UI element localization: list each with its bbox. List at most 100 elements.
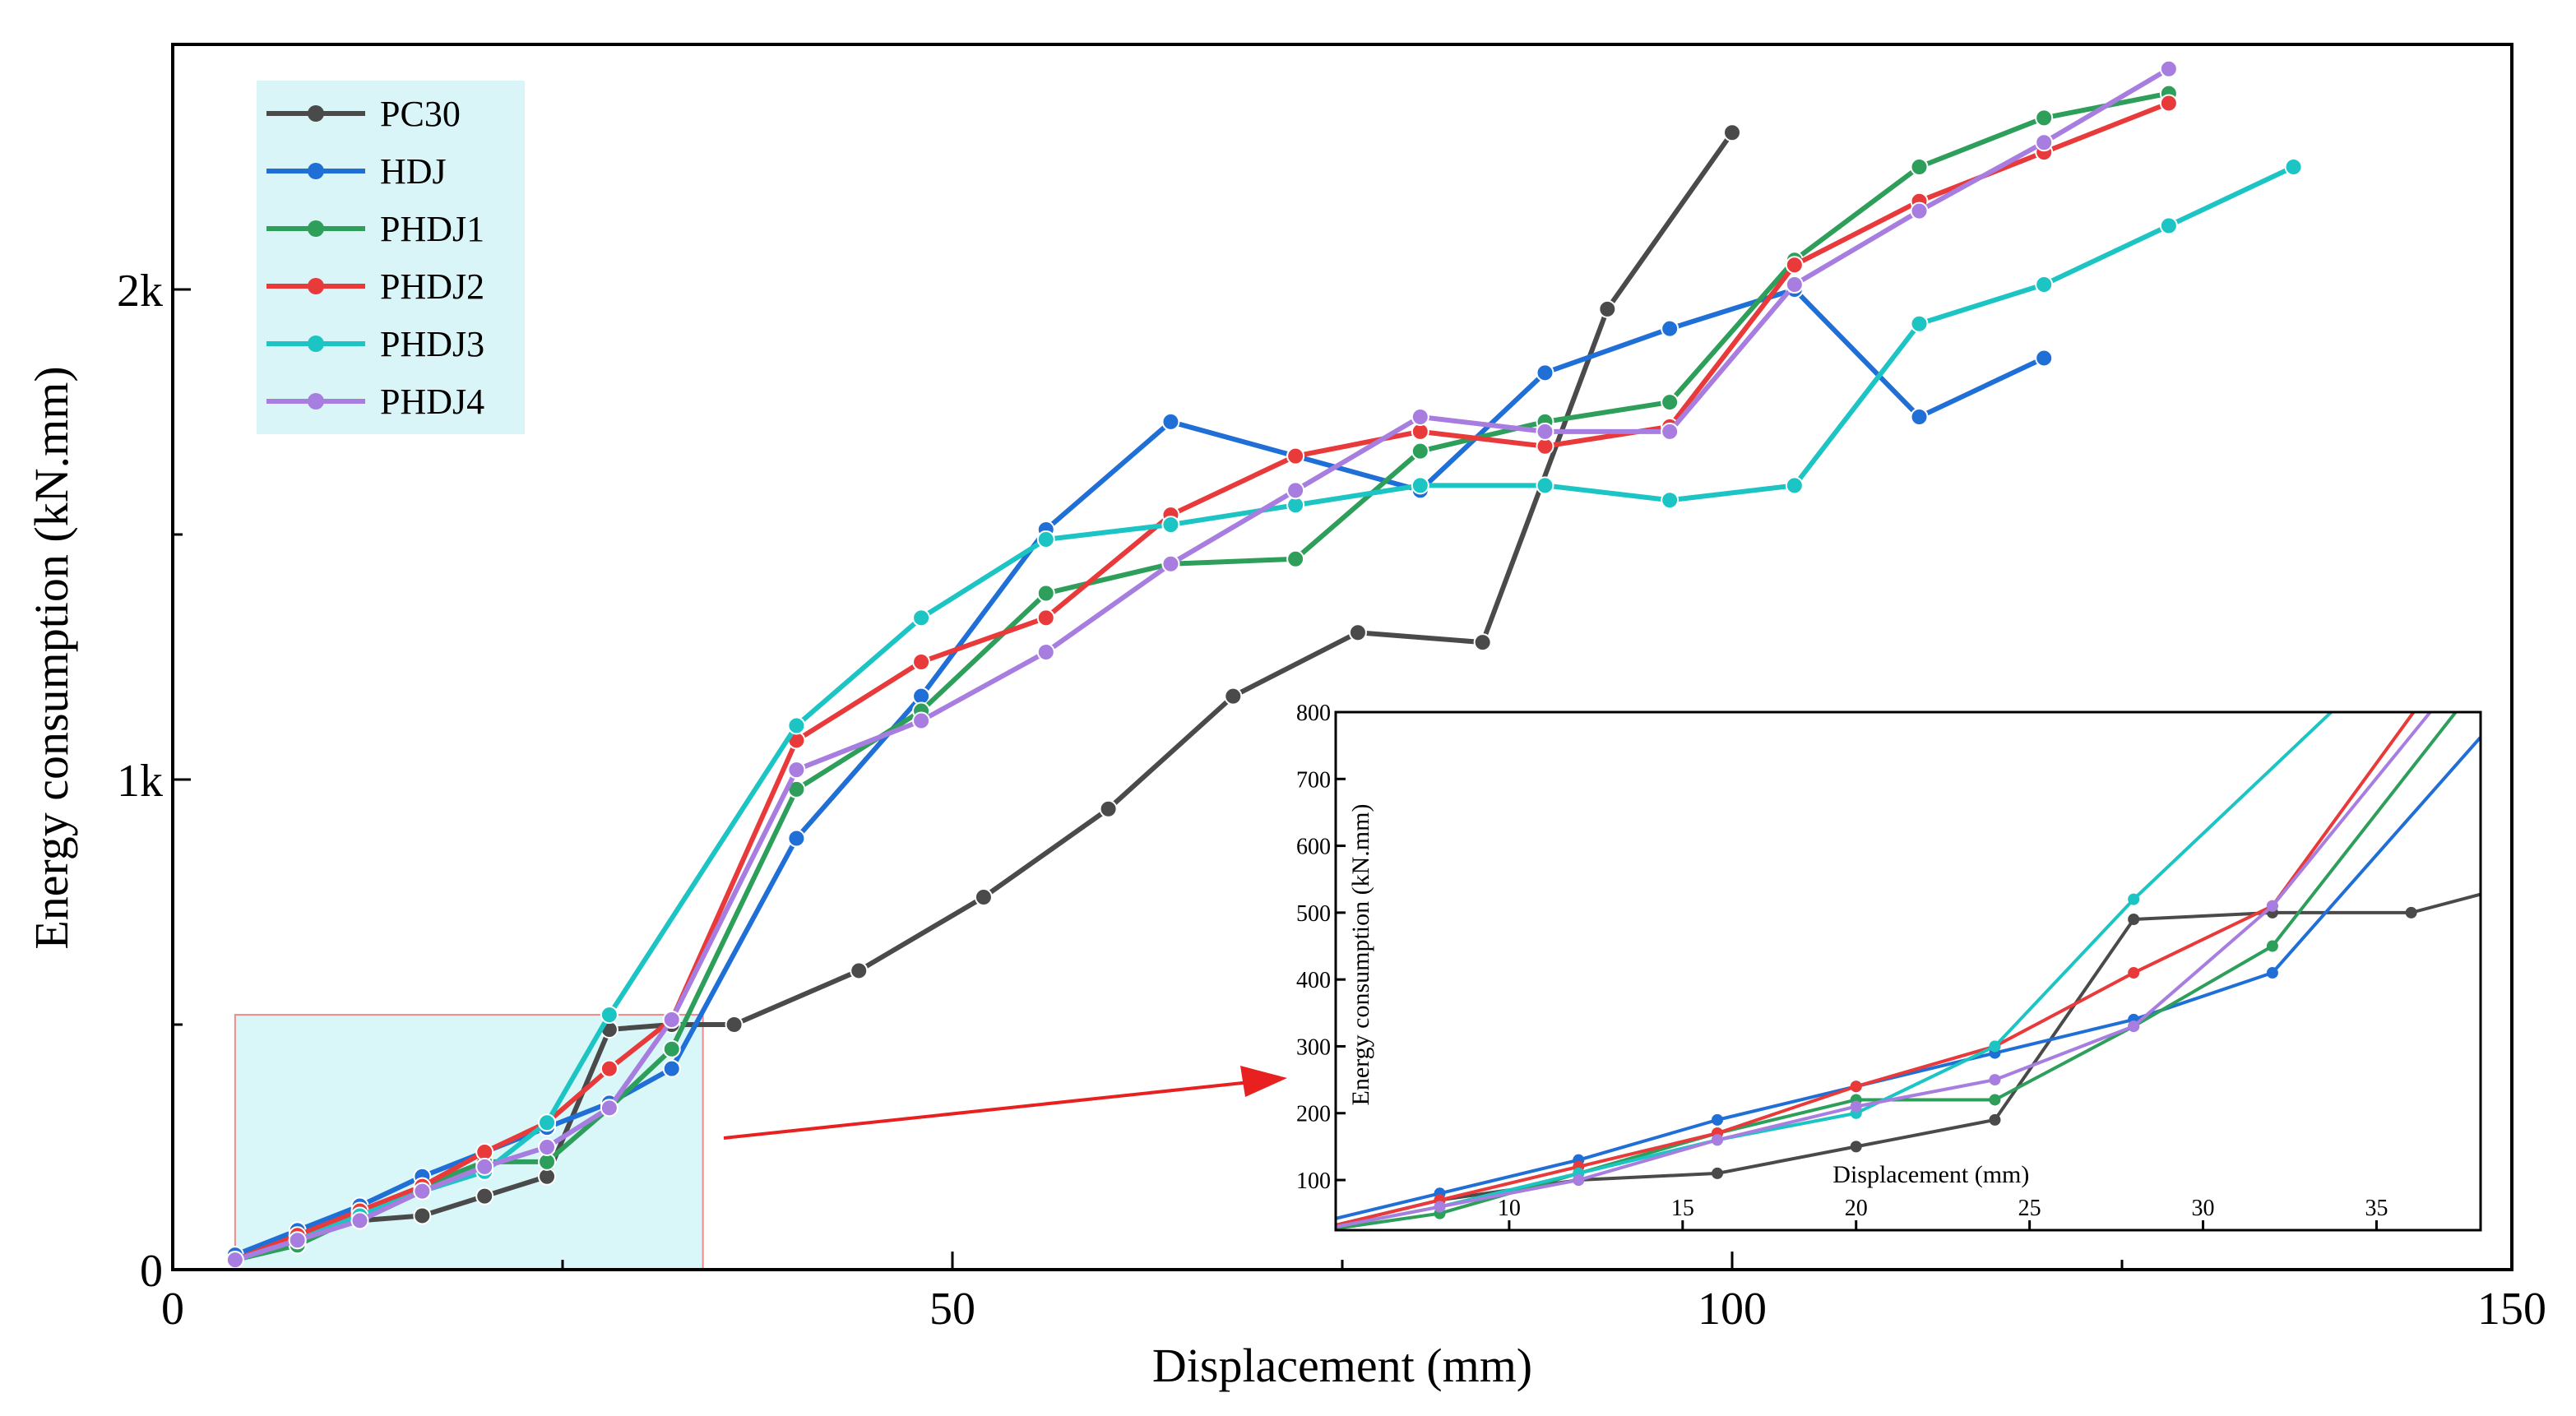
data-point [1161,412,1180,431]
legend-swatch-marker [308,393,324,410]
inset-data-point [1989,1040,2001,1053]
data-point [1099,799,1118,818]
data-point [2284,158,2303,176]
x-tick-label: 150 [2477,1284,2546,1335]
legend-swatch-marker [308,163,324,179]
inset-data-point [1850,1141,1862,1153]
inset-x-tick-label: 10 [1498,1196,1521,1221]
inset-data-point [2266,940,2278,952]
inset-data-point [1295,1221,1307,1233]
data-point [1910,407,1929,426]
data-point [1536,363,1554,382]
data-point [1286,447,1305,465]
inset-data-point [2266,967,2278,979]
data-point [1411,407,1429,426]
inset-data-point [1989,1074,2001,1086]
inset-data-point [1295,1228,1307,1239]
data-point [1910,201,1929,220]
inset-x-tick-label: 25 [2018,1196,2041,1221]
data-point [1036,584,1055,603]
inset-data-point [1295,1228,1307,1239]
data-point [413,1182,432,1201]
data-point [2159,59,2178,78]
data-point [1661,422,1679,441]
y-tick-label: 2k [117,266,163,317]
inset-y-tick-label: 300 [1296,1034,1331,1060]
data-point [600,1099,619,1118]
inset-data-point [1712,1113,1723,1126]
inset-x-tick-label: 30 [2192,1196,2215,1221]
data-point [662,1059,681,1078]
inset-series-line [1336,712,2458,1230]
inset-data-point [2128,893,2140,905]
data-point [1473,633,1492,652]
data-point [225,1251,244,1270]
data-point [2159,216,2178,235]
arrow-shaft [723,1081,1251,1140]
data-point [662,1039,681,1058]
data-point [600,1059,619,1078]
inset-data-point [1295,1228,1307,1239]
legend-swatch-marker [308,220,324,237]
inset-x-tick-label: 35 [2365,1196,2388,1221]
data-point [475,1187,494,1205]
legend-box [257,81,525,434]
x-axis-ticks: 0 50 100 150 [161,1252,2546,1335]
inset-data-point [2266,900,2278,912]
inset-data-point [1712,1167,1723,1179]
data-point [1411,442,1429,460]
data-point [350,1211,369,1230]
x-axis-title: Displacement (mm) [1152,1339,1532,1392]
data-point [1161,516,1180,534]
x-tick-label: 50 [929,1284,975,1335]
data-point [1785,256,1804,275]
data-point [1036,643,1055,662]
inset-y-tick-label: 200 [1296,1102,1331,1127]
legend-swatch-marker [308,278,324,294]
data-point [787,761,806,780]
data-point [787,829,806,848]
data-point [2159,94,2178,113]
legend-swatch-marker [308,335,324,352]
x-tick-label: 0 [161,1284,184,1335]
inset-y-tick-label: 500 [1296,901,1331,927]
data-point [2035,275,2054,294]
inset-background [1336,712,2481,1230]
data-point [850,961,869,980]
legend-label: HDJ [380,151,447,192]
inset-data-point [2128,1020,2140,1033]
data-point [1661,319,1679,338]
legend-label: PC30 [380,94,461,134]
data-point [538,1138,557,1156]
inset-data-point [2128,967,2140,979]
data-point [974,888,993,907]
data-point [662,1011,681,1030]
series-phdj4 [225,59,2178,1270]
data-point [1348,623,1367,642]
inset-y-tick-label: 700 [1296,767,1331,793]
inset-y-tick-label: 600 [1296,835,1331,860]
inset-series-line [1336,712,2416,1227]
inset-data-point [1989,1094,2001,1106]
legend-label: PHDJ2 [380,266,484,307]
data-point [1661,393,1679,412]
inset-y-tick-label: 800 [1296,701,1331,726]
data-point [2035,349,2054,368]
data-point [912,609,931,627]
legend-item: PC30 [266,94,461,134]
data-point [1161,554,1180,573]
data-point [1411,476,1429,495]
inset-data-point [1295,1228,1307,1239]
data-point [1661,491,1679,510]
inset-series-phdj4 [1336,712,2433,1229]
data-point [2035,109,2054,127]
data-point [1286,549,1305,568]
inset-y-tick-label: 400 [1296,968,1331,993]
legend-label: PHDJ1 [380,209,484,249]
inset-data-point [1989,1113,2001,1126]
inset-y-axis-title: Energy consumption (kN.mm) [1347,804,1374,1106]
inset-y-tick-label: 100 [1296,1168,1331,1194]
legend-item: PHDJ1 [266,209,484,249]
data-point [1036,609,1055,627]
